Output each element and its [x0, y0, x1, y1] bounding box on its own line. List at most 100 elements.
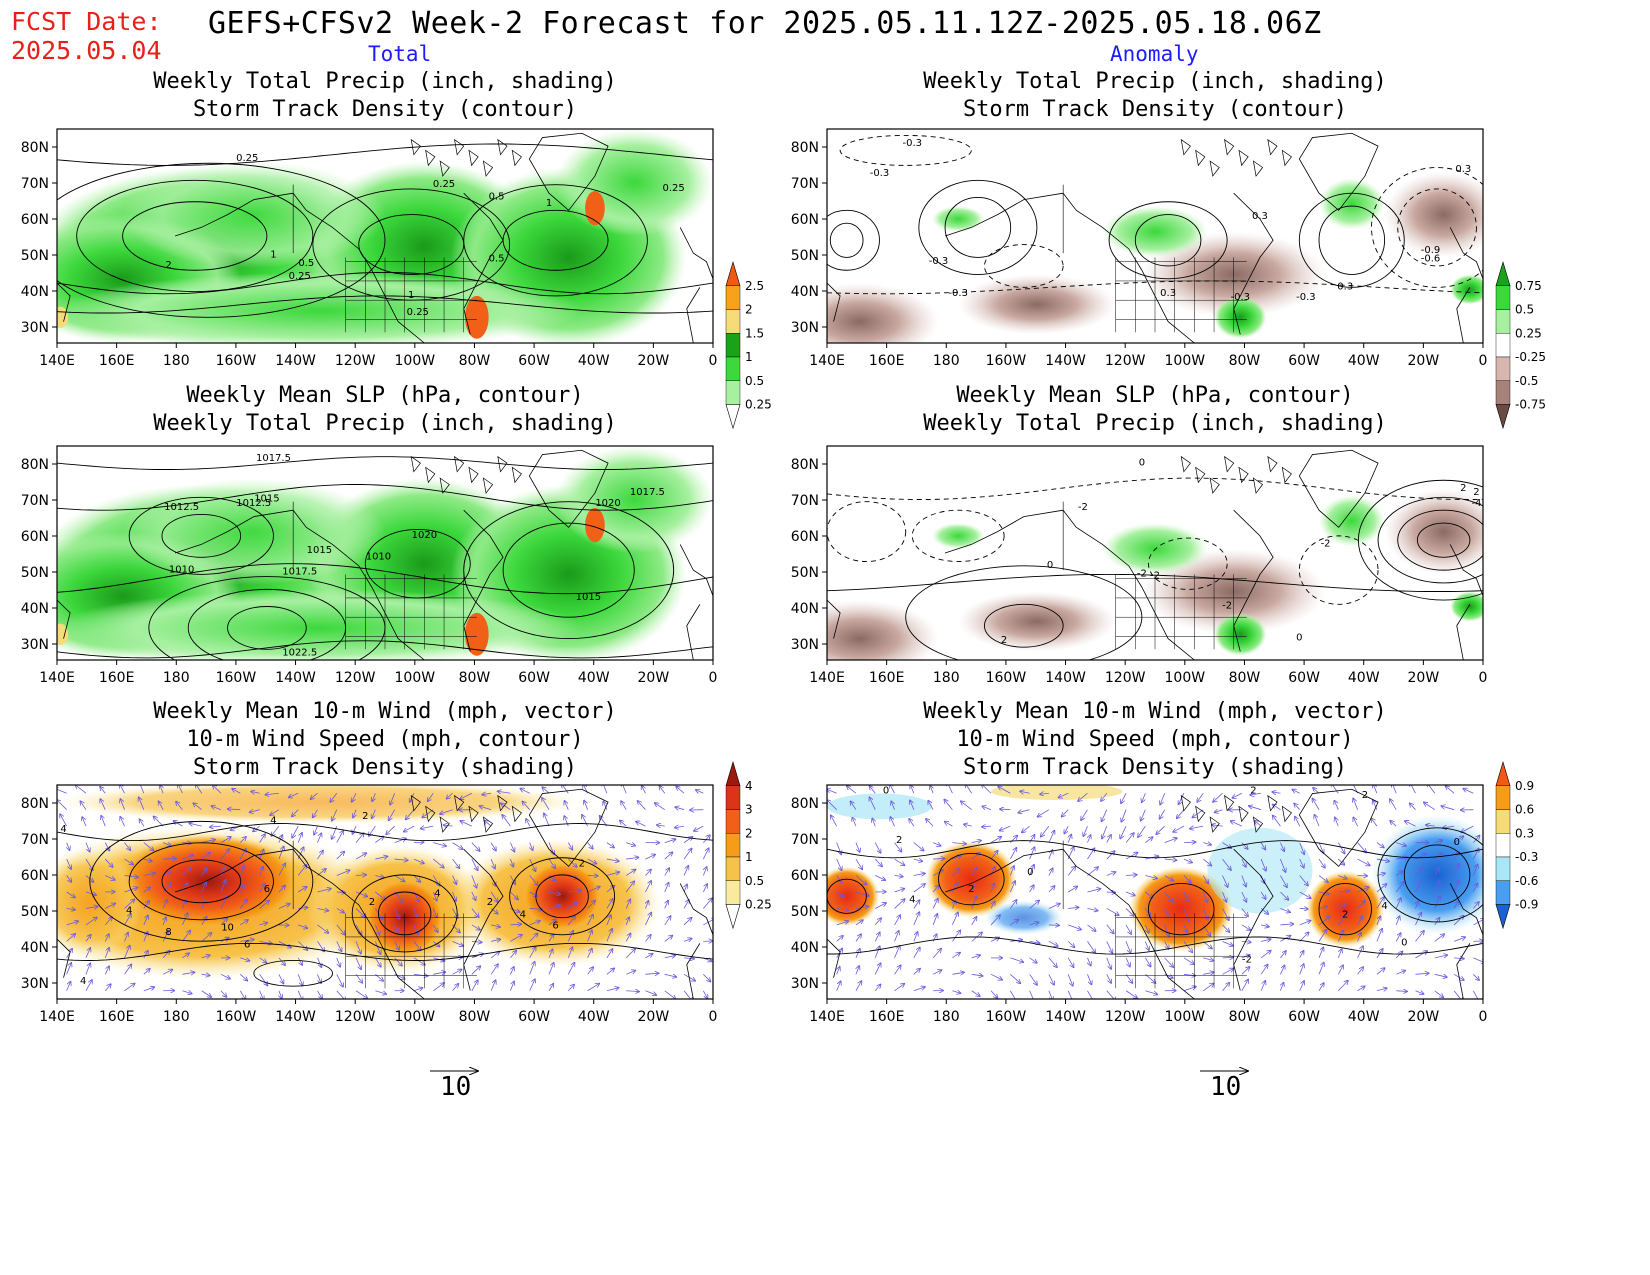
wind-vector [471, 842, 480, 851]
wind-vector [1338, 981, 1348, 992]
lon-label: 180 [933, 670, 960, 686]
wind-vector [894, 899, 905, 909]
wind-vector [413, 858, 424, 863]
wind-vector [1453, 901, 1458, 909]
lat-label: 80N [791, 140, 819, 156]
wind-vector [567, 842, 572, 850]
wind-vector [317, 924, 328, 933]
wind-vector [874, 984, 880, 992]
coastline-island [1267, 138, 1278, 156]
lon-label: 120W [1105, 353, 1146, 369]
wind-vector [213, 785, 222, 794]
wind-vector [332, 809, 338, 821]
wind-vector [143, 901, 149, 909]
wind-vector [852, 818, 857, 827]
lon-label: 160W [986, 670, 1027, 686]
wind-vector [1318, 842, 1324, 854]
contour-label: -2 [1078, 502, 1088, 513]
coastline-island [1238, 805, 1249, 823]
contour-line [827, 501, 907, 563]
wind-vector [432, 908, 437, 917]
wind-vector [440, 809, 453, 814]
lat-label: 30N [21, 320, 49, 336]
wind-vector [100, 799, 106, 810]
wind-vector [932, 899, 938, 909]
wind-vector [250, 810, 260, 813]
wind-vector [66, 908, 75, 909]
wind-vector [606, 915, 611, 926]
lon-label: 20W [638, 670, 670, 686]
wind-vector [104, 934, 109, 942]
coastline-alaska [174, 192, 294, 237]
colorbar-arrow-bottom [1495, 404, 1511, 430]
wind-vector [1222, 968, 1234, 975]
wind-vector [1068, 924, 1081, 930]
wind-vector [239, 865, 244, 876]
wind-vector [1222, 908, 1229, 920]
wind-vector [1222, 875, 1228, 888]
lon-label: 20W [1408, 353, 1440, 369]
coastline-alaska [944, 192, 1064, 237]
wind-vector [336, 941, 342, 951]
wind-vector [1121, 793, 1127, 803]
wind-vector [952, 930, 960, 942]
wind-vector [1376, 916, 1381, 926]
colorbar-segment [1495, 880, 1511, 905]
coastline-island [439, 477, 450, 494]
wind-vector [452, 891, 457, 901]
colorbar-storm_anom: 0.9 0.6 0.3 -0.3 -0.6 -0.9 [1495, 760, 1538, 930]
wind-vector [1313, 788, 1320, 794]
shading-blob [1384, 488, 1483, 575]
wind-vector [548, 984, 553, 991]
wind-vector [1183, 891, 1189, 901]
contour-line [128, 842, 274, 921]
wind-vector [104, 966, 109, 975]
wind-vector [664, 868, 669, 876]
wind-vector [1106, 835, 1111, 843]
wind-vector [413, 974, 428, 976]
wind-vector [874, 858, 882, 866]
wind-vector [1203, 972, 1214, 974]
panel-title-slp-total: Weekly Mean SLP (hPa, contour) Weekly To… [35, 382, 735, 438]
wind-vector [355, 908, 365, 916]
wind-vector [1312, 799, 1320, 810]
contour-label: 4 [1381, 901, 1387, 912]
wind-vector [1357, 842, 1367, 853]
contour-label: 1020 [412, 530, 437, 541]
map-frame [56, 784, 714, 1000]
coastline-island [410, 138, 421, 156]
wind-vector [703, 835, 710, 843]
contour-label: 1010 [169, 564, 194, 575]
lon-label: 80W [459, 670, 491, 686]
colorbar-arrow-bottom [725, 904, 741, 930]
lat-label: 30N [21, 976, 49, 992]
wind-vector [375, 990, 386, 994]
wind-vector [432, 858, 444, 868]
wind-vector [1318, 906, 1327, 908]
wind-vector [620, 820, 627, 827]
wind-vector [1472, 883, 1477, 893]
contour-line [1147, 537, 1228, 590]
wind-vector [1395, 898, 1401, 909]
wind-vector [1331, 785, 1339, 794]
wind-vector [1232, 792, 1243, 798]
wind-vector [201, 974, 210, 975]
wind-vector [564, 816, 569, 827]
wind-vector [1318, 963, 1324, 975]
map-frame [826, 445, 1484, 661]
wind-vector [259, 957, 267, 963]
wind-vector [1183, 858, 1192, 863]
lat-label: 40N [791, 284, 819, 300]
wind-vector [1337, 965, 1343, 975]
colorbar-label: 2 [745, 303, 753, 317]
wind-vector [913, 987, 925, 992]
coastline-greenland [1298, 132, 1379, 211]
contour-line [827, 209, 880, 271]
wind-vector [971, 896, 977, 909]
wind-vector [626, 843, 635, 846]
shading-blob [116, 834, 300, 929]
wind-vector [1273, 816, 1281, 827]
wind-vector [947, 785, 953, 794]
coastline-island [1180, 138, 1191, 156]
wind-vector [1357, 946, 1363, 959]
